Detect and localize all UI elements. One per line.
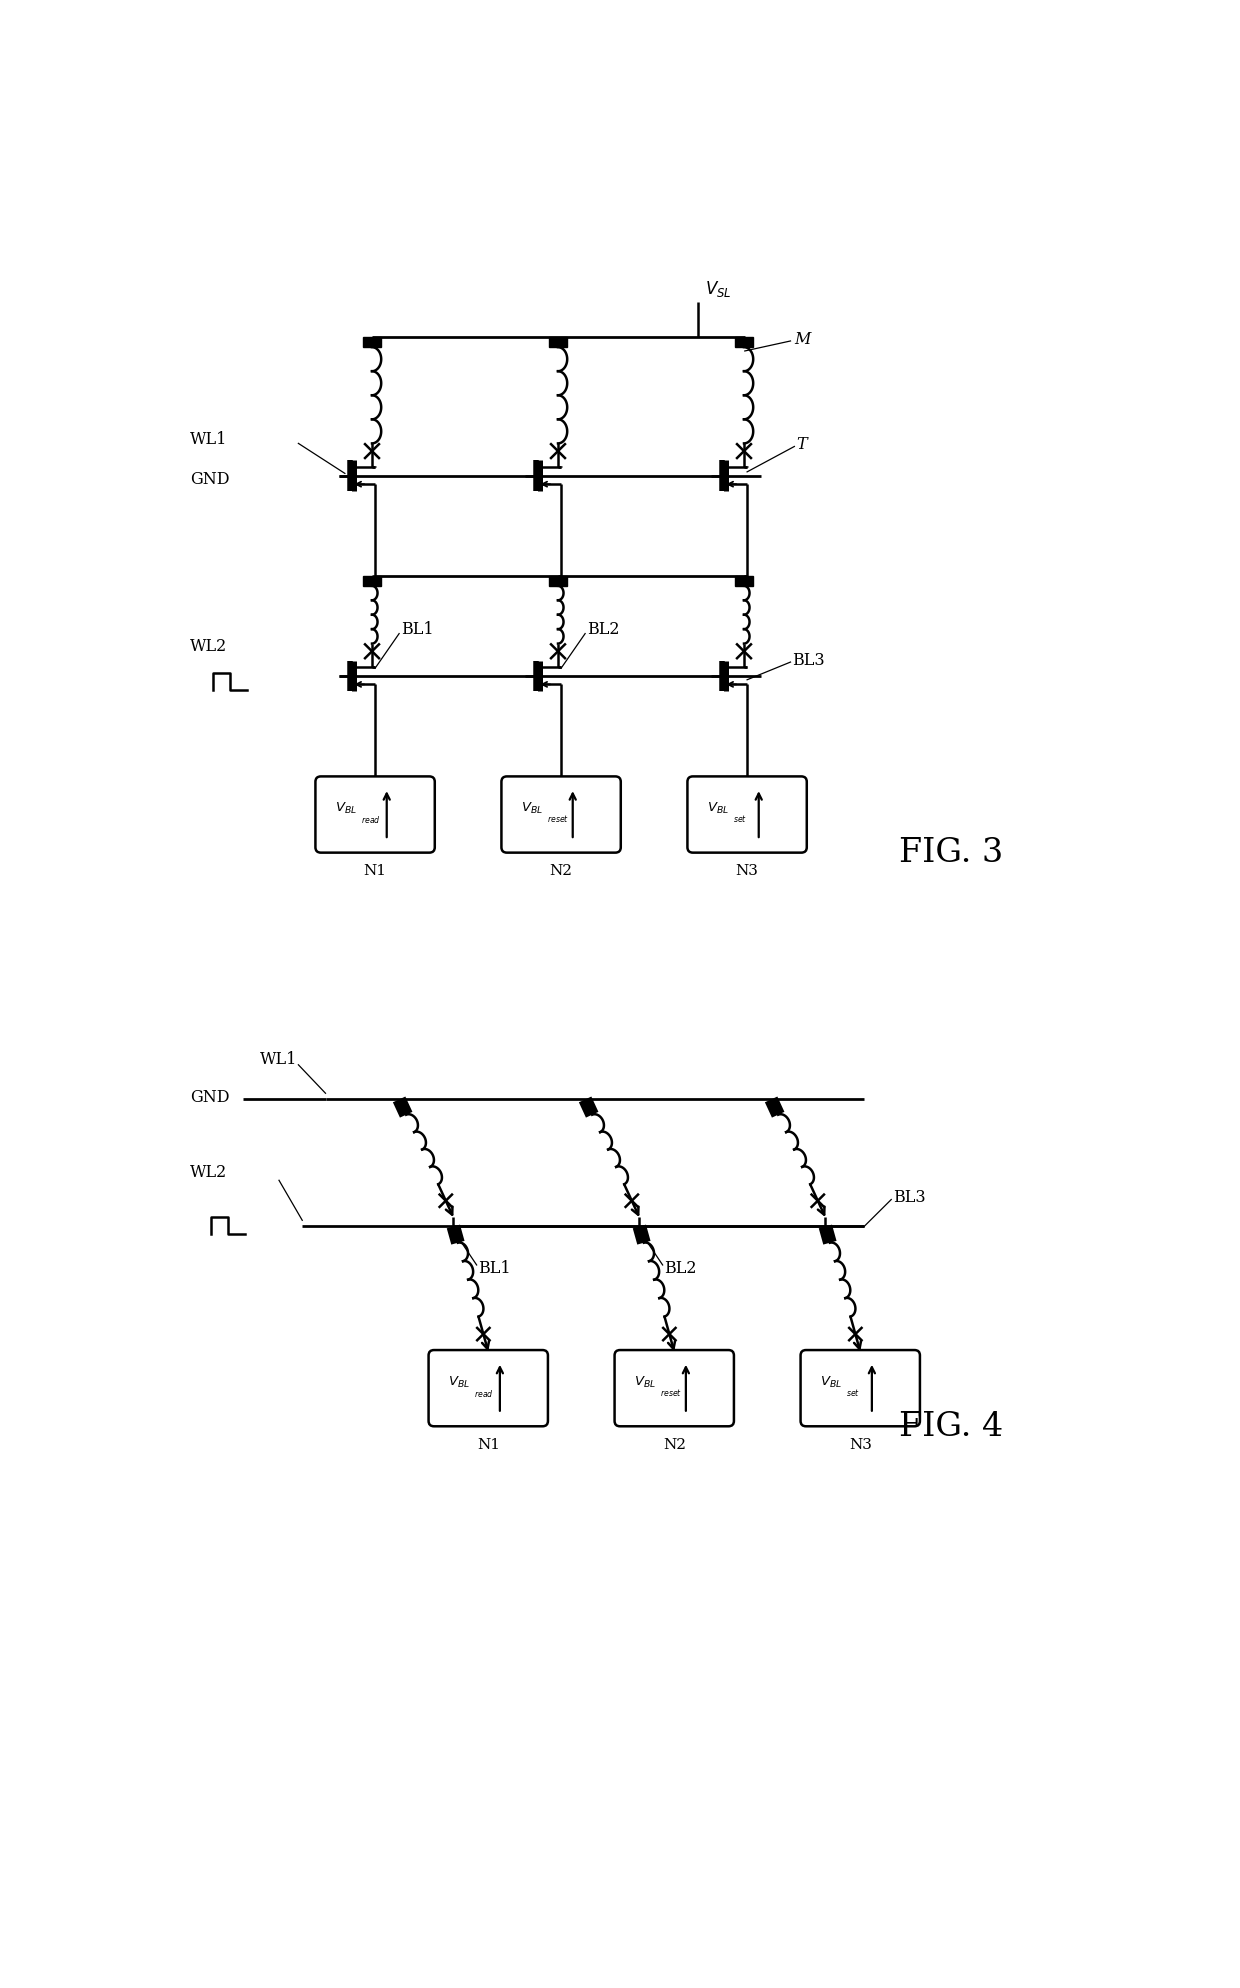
Text: BL3: BL3: [893, 1189, 925, 1207]
Text: $_{reset}$: $_{reset}$: [547, 815, 569, 827]
Text: $V_{BL}$: $V_{BL}$: [335, 801, 357, 815]
FancyBboxPatch shape: [315, 777, 435, 853]
Text: BL2: BL2: [587, 620, 619, 638]
Text: N2: N2: [662, 1437, 686, 1451]
Text: $_{read}$: $_{read}$: [361, 815, 381, 827]
Text: BL2: BL2: [665, 1260, 697, 1278]
Text: BL1: BL1: [479, 1260, 511, 1278]
Bar: [362, 338, 382, 348]
Text: FIG. 3: FIG. 3: [899, 837, 1003, 869]
Text: M: M: [795, 330, 811, 348]
Text: N1: N1: [476, 1437, 500, 1451]
Text: GND: GND: [190, 1089, 229, 1107]
Text: $V_{BL}$: $V_{BL}$: [634, 1374, 656, 1390]
FancyBboxPatch shape: [687, 777, 807, 853]
Text: WL1: WL1: [190, 431, 227, 447]
Bar: [734, 577, 753, 586]
Text: WL2: WL2: [190, 638, 227, 656]
Text: FIG. 4: FIG. 4: [899, 1411, 1003, 1443]
Text: $_{set}$: $_{set}$: [846, 1390, 861, 1400]
Bar: [549, 577, 568, 586]
Bar: [734, 338, 753, 348]
FancyBboxPatch shape: [615, 1350, 734, 1425]
Text: N3: N3: [849, 1437, 872, 1451]
Text: GND: GND: [190, 471, 229, 489]
FancyBboxPatch shape: [501, 777, 621, 853]
Text: BL1: BL1: [401, 620, 433, 638]
FancyBboxPatch shape: [429, 1350, 548, 1425]
Text: $_{set}$: $_{set}$: [733, 815, 748, 827]
Text: N3: N3: [735, 865, 759, 879]
FancyBboxPatch shape: [801, 1350, 920, 1425]
Text: WL2: WL2: [190, 1165, 227, 1181]
Text: T: T: [796, 437, 807, 453]
Text: $_{reset}$: $_{reset}$: [660, 1390, 682, 1400]
Text: $V_{BL}$: $V_{BL}$: [521, 801, 543, 815]
Text: $V_{SL}$: $V_{SL}$: [706, 278, 732, 298]
Text: $_{read}$: $_{read}$: [474, 1388, 494, 1400]
Text: N1: N1: [363, 865, 387, 879]
Bar: [362, 577, 382, 586]
Bar: [549, 338, 568, 348]
Text: $V_{BL}$: $V_{BL}$: [707, 801, 729, 815]
Text: $V_{BL}$: $V_{BL}$: [820, 1374, 842, 1390]
Text: $V_{BL}$: $V_{BL}$: [448, 1374, 470, 1390]
Text: BL3: BL3: [792, 652, 825, 670]
Text: N2: N2: [549, 865, 573, 879]
Text: WL1: WL1: [259, 1052, 298, 1068]
